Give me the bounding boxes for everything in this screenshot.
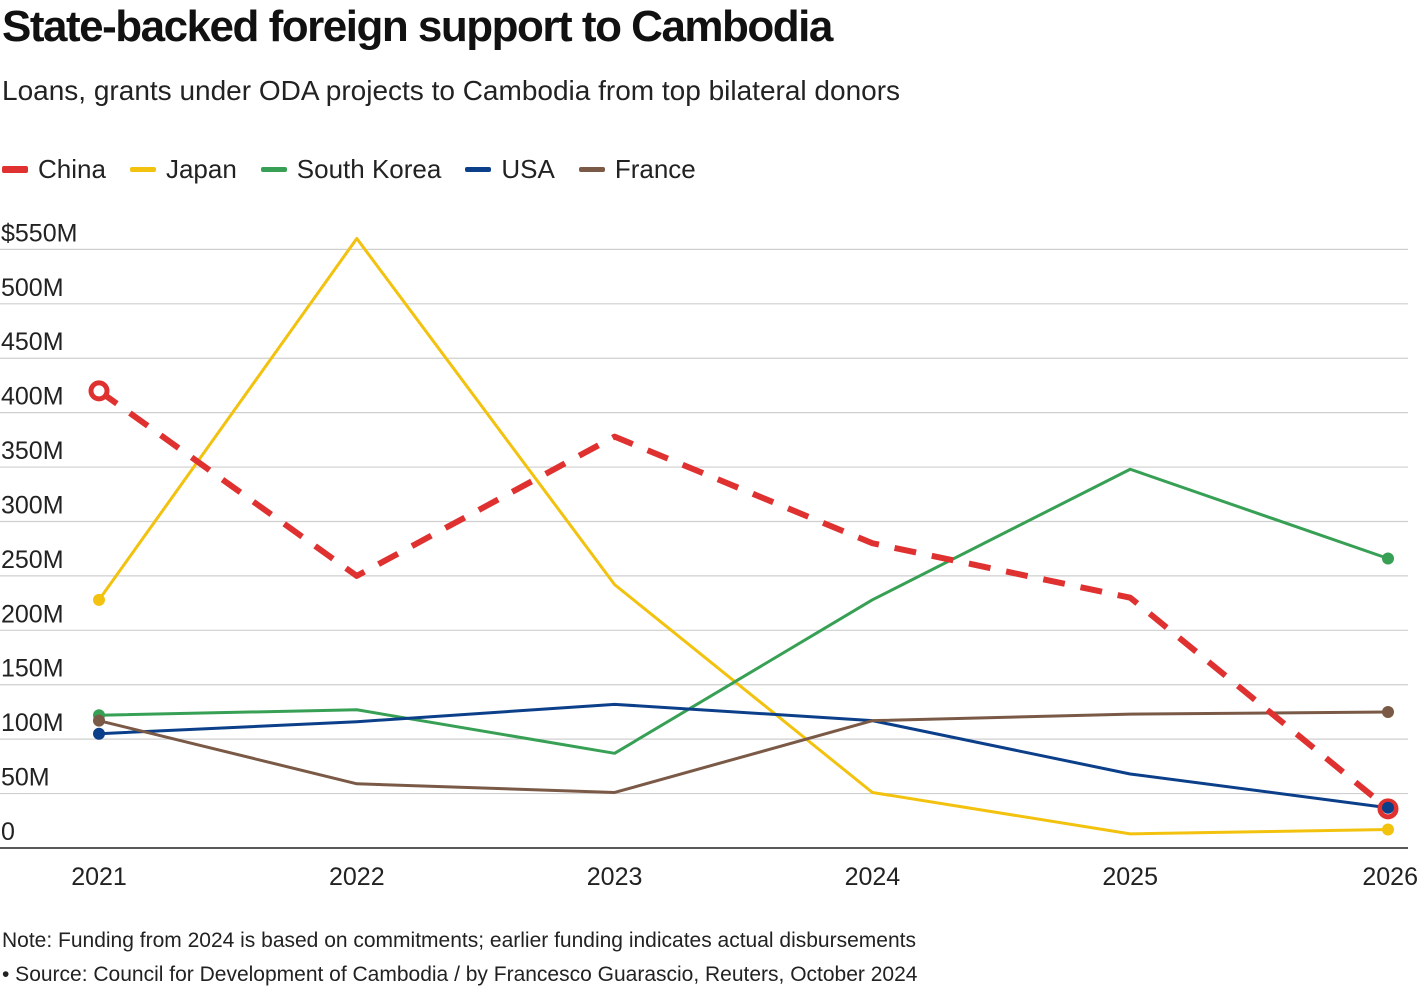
legend-label-usa: USA bbox=[501, 153, 555, 184]
line-chart: 0 50M 100M 150M 200M 250M 300M 350M 400M 450M 500M… bbox=[0, 219, 1418, 891]
y-tick-label: $550M bbox=[1, 219, 77, 247]
series-line-south-korea bbox=[98, 467, 1389, 755]
data-point-france bbox=[93, 714, 105, 727]
data-point-china bbox=[88, 380, 110, 402]
chart-source: • Source: Council for Development of Cam… bbox=[2, 963, 918, 986]
legend-label-japan: Japan bbox=[165, 153, 237, 184]
y-tick-label: 0 bbox=[1, 818, 15, 846]
legend-swatch-france bbox=[578, 166, 605, 172]
series-line-japan bbox=[97, 236, 1389, 836]
chart-note: Note: Funding from 2024 is based on comm… bbox=[2, 929, 916, 952]
series-line-usa bbox=[98, 702, 1389, 810]
y-tick-label: 100M bbox=[1, 709, 64, 737]
x-tick-label: 2022 bbox=[329, 863, 385, 891]
y-tick-label: 450M bbox=[1, 328, 64, 356]
y-tick-label: 50M bbox=[1, 764, 50, 792]
x-tick-label: 2021 bbox=[71, 863, 127, 891]
x-tick-label: 2025 bbox=[1102, 863, 1158, 891]
legend-item-japan: Japan bbox=[129, 153, 237, 185]
y-tick-label: 150M bbox=[1, 655, 64, 683]
legend-item-china: China bbox=[2, 154, 106, 185]
legend-swatch-usa bbox=[465, 166, 492, 172]
x-tick-label: 2026 bbox=[1362, 863, 1418, 891]
data-point-japan bbox=[1382, 823, 1394, 836]
x-tick-label: 2024 bbox=[845, 863, 901, 891]
y-tick-label: 300M bbox=[1, 491, 64, 519]
legend-label-china: China bbox=[38, 153, 106, 184]
legend-item-france: France bbox=[578, 153, 696, 185]
x-tick-label: 2023 bbox=[587, 863, 643, 891]
legend: China Japan South Korea USA France bbox=[2, 152, 720, 186]
data-point-usa-top bbox=[1382, 801, 1394, 814]
legend-swatch-south-korea bbox=[260, 166, 287, 172]
series-line-china bbox=[97, 388, 1390, 812]
data-point-japan bbox=[93, 593, 105, 606]
data-point-france bbox=[1382, 705, 1394, 718]
y-tick-label: 200M bbox=[1, 600, 64, 628]
legend-label-south-korea: South Korea bbox=[296, 153, 442, 184]
legend-swatch-china bbox=[2, 165, 28, 173]
data-point-usa bbox=[93, 727, 105, 740]
y-tick-label: 400M bbox=[1, 383, 64, 411]
y-tick-label: 500M bbox=[1, 274, 64, 302]
legend-item-south-korea: South Korea bbox=[260, 153, 442, 185]
y-tick-label: 250M bbox=[1, 546, 64, 574]
legend-item-usa: USA bbox=[465, 153, 555, 185]
data-point-south-korea bbox=[1382, 552, 1394, 565]
series-line-france bbox=[98, 710, 1389, 794]
chart-title: State-backed foreign support to Cambodia bbox=[2, 2, 833, 51]
legend-label-france: France bbox=[614, 153, 696, 184]
legend-swatch-japan bbox=[129, 166, 156, 172]
y-tick-label: 350M bbox=[1, 437, 64, 465]
chart-subtitle: Loans, grants under ODA projects to Camb… bbox=[2, 75, 901, 106]
